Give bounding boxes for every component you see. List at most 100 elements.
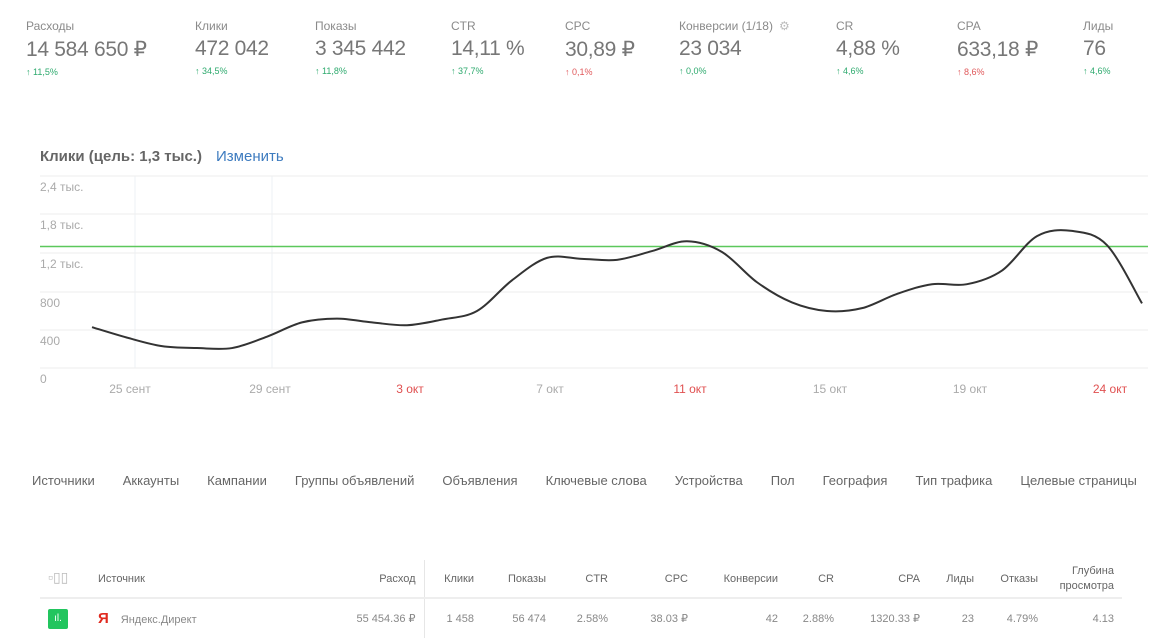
data-point[interactable] — [1031, 230, 1043, 242]
data-point[interactable] — [681, 235, 693, 247]
kpi-label: CPA — [957, 19, 1038, 33]
x-tick-label: 29 сент — [249, 382, 291, 396]
data-point[interactable] — [821, 305, 833, 317]
col-cr[interactable]: CR — [786, 560, 842, 599]
data-point[interactable] — [156, 340, 168, 352]
kpi-1: Клики 472 042 ↑ 34,5% — [195, 19, 269, 76]
bar-chart-icon[interactable]: ▫▯▯ — [48, 568, 69, 585]
tab-5[interactable]: Ключевые слова — [545, 473, 647, 488]
data-point[interactable] — [1136, 297, 1148, 309]
data-point[interactable] — [86, 321, 98, 333]
x-tick-label: 19 окт — [953, 382, 988, 396]
tab-0[interactable]: Источники — [32, 473, 95, 488]
data-point[interactable] — [646, 245, 658, 257]
cell-cpa: 1320.33 ₽ — [870, 613, 920, 625]
tab-9[interactable]: Тип трафика — [915, 473, 993, 488]
data-point[interactable] — [191, 342, 203, 354]
x-tick-label: 25 сент — [109, 382, 151, 396]
kpi-delta: ↑ 0,0% — [679, 66, 707, 76]
data-point[interactable] — [1066, 225, 1078, 237]
col-cpc[interactable]: CPC — [616, 560, 696, 599]
col-depth[interactable]: Глубина просмотра — [1046, 560, 1122, 599]
kpi-label: CPC — [565, 19, 635, 33]
kpi-label: Конверсии (1/18) ⚙ — [679, 19, 790, 33]
col-clicks[interactable]: Клики — [424, 560, 482, 599]
col-source[interactable]: Источник — [90, 560, 290, 599]
kpi-label-text: CTR — [451, 19, 476, 33]
kpi-0: Расходы 14 584 650 ₽ ↑ 11,5% — [26, 19, 147, 77]
col-conv[interactable]: Конверсии — [696, 560, 786, 599]
tab-8[interactable]: География — [822, 473, 888, 488]
data-point[interactable] — [996, 265, 1008, 277]
data-point[interactable] — [121, 332, 133, 344]
yandex-logo-icon: Я — [98, 610, 109, 627]
data-point[interactable] — [471, 305, 483, 317]
data-point[interactable] — [296, 316, 308, 328]
kpi-value: 23 034 — [679, 37, 742, 60]
tab-3[interactable]: Группы объявлений — [294, 473, 415, 488]
table-header: ▫▯▯ Источник Расход Клики Показы CTR CPC… — [40, 560, 1122, 599]
kpi-label-text: Лиды — [1083, 19, 1114, 33]
data-point[interactable] — [261, 331, 273, 343]
kpi-label: CR — [836, 19, 900, 33]
data-point[interactable] — [436, 314, 448, 326]
y-tick-label: 2,4 тыс. — [40, 180, 83, 194]
data-point[interactable] — [226, 342, 238, 354]
tab-7[interactable]: Пол — [770, 473, 795, 488]
data-point[interactable] — [611, 254, 623, 266]
dimension-tabs: Источники Аккаунты Кампании Группы объявлен… — [32, 473, 1165, 488]
chart-toggle-icon[interactable]: ıl. — [48, 608, 68, 629]
kpi-delta: ↑ 11,5% — [26, 67, 58, 77]
tab-6[interactable]: Устройства — [674, 473, 743, 488]
kpi-label-text: Конверсии (1/18) — [679, 19, 773, 33]
data-point[interactable] — [891, 288, 903, 300]
data-point[interactable] — [576, 253, 588, 265]
col-cpa[interactable]: CPA — [842, 560, 928, 599]
tab-4[interactable]: Объявления — [442, 473, 518, 488]
kpi-8: Лиды 76 ↑ 4,6% — [1083, 19, 1113, 76]
cell-spend: 55 454.36 ₽ — [290, 598, 425, 638]
kpi-delta: ↑ 4,6% — [836, 66, 864, 76]
y-tick-label: 1,2 тыс. — [40, 257, 83, 271]
col-shows[interactable]: Показы — [482, 560, 554, 599]
data-point[interactable] — [856, 302, 868, 314]
kpi-delta: ↑ 0,1% — [565, 67, 593, 77]
kpi-value: 472 042 — [195, 37, 269, 60]
data-point[interactable] — [961, 278, 973, 290]
data-point[interactable] — [786, 296, 798, 308]
col-ctr[interactable]: CTR — [554, 560, 616, 599]
y-tick-label: 800 — [40, 296, 60, 310]
col-leads[interactable]: Лиды — [928, 560, 982, 599]
data-point[interactable] — [926, 278, 938, 290]
data-point[interactable] — [1101, 239, 1113, 251]
tab-10[interactable]: Целевые страницы — [1020, 473, 1137, 488]
kpi-label: CTR — [451, 19, 524, 33]
col-spend[interactable]: Расход — [290, 560, 425, 599]
data-point[interactable] — [751, 276, 763, 288]
kpi-4: CPC 30,89 ₽ ↑ 0,1% — [565, 19, 635, 77]
data-point[interactable] — [541, 252, 553, 264]
kpi-delta: ↑ 8,6% — [957, 67, 985, 77]
cell-cr: 2.88% — [802, 612, 834, 625]
data-point[interactable] — [366, 316, 378, 328]
kpi-delta: ↑ 11,8% — [315, 66, 347, 76]
col-bounce[interactable]: Отказы — [982, 560, 1046, 599]
table-row[interactable]: ıl. Я Яндекс.Директ 55 454.36 ₽ 1 458 56 … — [40, 598, 1122, 638]
cell-cpc: 38.03 ₽ — [650, 613, 688, 625]
data-point[interactable] — [716, 246, 728, 258]
gear-icon[interactable]: ⚙ — [778, 19, 790, 33]
kpi-label: Показы — [315, 19, 406, 33]
tab-2[interactable]: Кампании — [207, 473, 267, 488]
kpi-label: Лиды — [1083, 19, 1113, 33]
cell-ctr: 2.58% — [576, 612, 608, 625]
sources-table: ▫▯▯ Источник Расход Клики Показы CTR CPC… — [40, 560, 1122, 638]
data-point[interactable] — [506, 274, 518, 286]
x-tick-label: 11 окт — [673, 382, 707, 396]
data-point[interactable] — [401, 319, 413, 331]
change-goal-link[interactable]: Изменить — [216, 148, 284, 165]
data-point[interactable] — [331, 313, 343, 325]
kpi-label-text: Расходы — [26, 19, 75, 33]
chart-title: Клики (цель: 1,3 тыс.) — [40, 148, 202, 165]
tab-1[interactable]: Аккаунты — [122, 473, 180, 488]
kpi-value: 4,88 % — [836, 37, 900, 60]
